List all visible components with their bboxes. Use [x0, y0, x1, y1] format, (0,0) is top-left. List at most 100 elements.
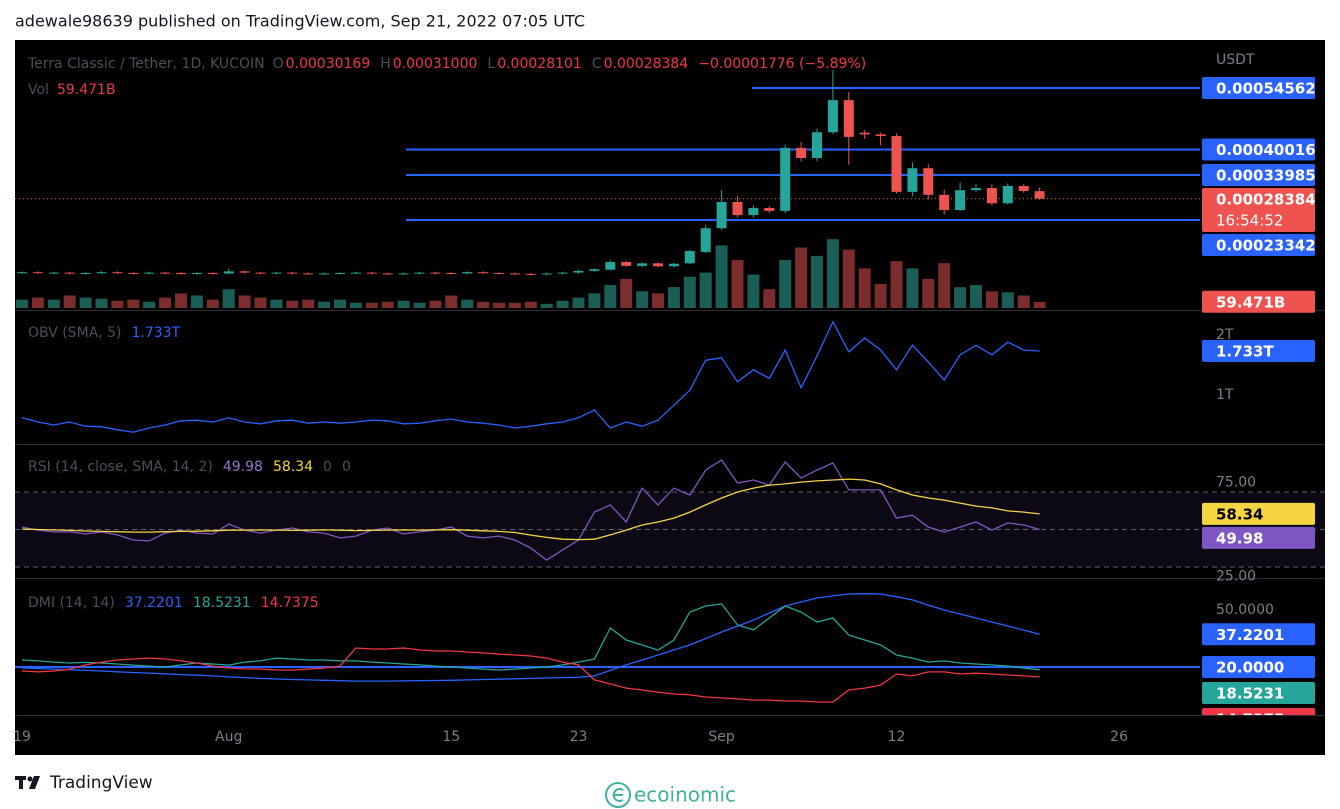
publish-header: adewale98639 published on TradingView.co…	[15, 12, 585, 31]
dmi-last-box	[1202, 623, 1315, 646]
last-price-label: 0.00028384	[1216, 191, 1316, 209]
chart-background	[15, 40, 1325, 755]
candle-body	[1034, 191, 1045, 199]
x-tick-label: Aug	[215, 729, 242, 745]
dmi-last-box	[1202, 656, 1315, 679]
obv-last-label: 1.733T	[1216, 343, 1274, 361]
price-level-label: 0.00040016	[1216, 141, 1316, 159]
candle-body	[891, 136, 902, 192]
volume-bar	[222, 289, 235, 308]
rsi-legend-extra: 0	[342, 459, 351, 475]
last-price-box	[1202, 188, 1315, 233]
volume-bar	[540, 303, 553, 308]
price-level-label-group: 0.00040016	[1202, 138, 1316, 161]
dmi-labels: 37.2201 20.0000 18.5231 14.7375	[1202, 623, 1315, 715]
dmi-line	[21, 603, 1040, 671]
volume-label: 59.471B	[1216, 293, 1285, 311]
candle-body	[478, 272, 489, 274]
volume-bar	[381, 301, 394, 308]
obv-line	[21, 320, 1040, 433]
volume-bar	[811, 255, 823, 308]
ohlc-letter: O	[273, 56, 284, 72]
logo-part	[19, 776, 23, 789]
volume-bar	[572, 297, 585, 308]
candle-body	[986, 188, 997, 204]
volume-bar	[604, 285, 617, 308]
volume-bar	[238, 295, 251, 308]
volume-bar	[95, 298, 108, 308]
volume-bar	[445, 295, 458, 308]
candle-body	[430, 272, 441, 274]
x-tick-label: 23	[570, 729, 588, 745]
vol-label: Vol	[28, 82, 49, 98]
volume-bar	[270, 299, 283, 308]
candle-body	[176, 273, 186, 275]
volume-bar	[620, 278, 633, 308]
candle-body	[875, 134, 886, 137]
volume-bar	[842, 249, 855, 308]
rsi-legend-name: RSI (14, close, SMA, 14, 2)	[28, 459, 213, 475]
candle-body	[128, 273, 139, 275]
volume-bar	[429, 300, 442, 308]
volume-bar	[254, 297, 267, 308]
candle-body	[764, 207, 775, 211]
candle-body	[621, 262, 632, 266]
dmi-legend-value: 37.2201	[125, 595, 183, 611]
candle-body	[509, 273, 520, 275]
price-level-label-box	[1202, 138, 1315, 161]
candle-body	[398, 273, 409, 275]
volume-bar	[349, 302, 362, 308]
volume-bar	[159, 297, 172, 308]
ohlc-letter: H	[380, 56, 391, 72]
rsi-band	[15, 492, 1325, 567]
obv-legend-name: OBV (SMA, 5)	[28, 325, 122, 341]
candle-body	[939, 194, 950, 211]
candle-body	[191, 273, 202, 275]
candle-body	[637, 263, 648, 266]
candle-body	[462, 272, 473, 274]
candle-body	[827, 100, 838, 133]
logo-part	[29, 776, 40, 789]
rsi-legend-extra: 0	[323, 459, 332, 475]
dmi-legend-name: DMI (14, 14)	[28, 595, 115, 611]
volume-bar	[1017, 295, 1030, 308]
volume-bar	[508, 302, 521, 308]
candle-body	[335, 273, 345, 275]
dmi-line	[21, 593, 1040, 682]
volume-bar	[985, 291, 998, 308]
volume-bar	[397, 300, 410, 308]
candle-body	[350, 272, 361, 274]
candle-body	[748, 207, 759, 216]
volume-bar	[747, 274, 760, 308]
x-tick-label: 12	[888, 729, 906, 745]
watermark: ecoinomic	[634, 783, 736, 807]
volume-bar	[699, 272, 712, 308]
dmi-legend-value: 14.7375	[261, 595, 319, 611]
x-tick-label: 26	[1110, 729, 1128, 745]
candle-body	[684, 251, 695, 264]
volume-bar	[302, 299, 315, 308]
rsi-sma-last-label-group: 58.34	[1202, 502, 1315, 525]
watermark-icon	[605, 782, 631, 808]
rsi-sma-last-label: 58.34	[1216, 505, 1263, 523]
candle-body	[48, 272, 59, 274]
candle-body	[1002, 185, 1013, 204]
volume-bar	[795, 247, 808, 308]
volume-bar	[763, 289, 776, 308]
candle-body	[144, 272, 155, 274]
volume-bar	[334, 299, 346, 308]
candle-body	[573, 270, 584, 273]
volume-bar	[1033, 301, 1046, 308]
obv-legend-value: 1.733T	[132, 325, 181, 341]
candle-body	[303, 273, 314, 275]
ohlc-value: 0.00028101	[497, 56, 582, 72]
dmi-last-label: 18.5231	[1216, 685, 1284, 703]
candle-body	[653, 263, 663, 267]
volume-bar	[636, 291, 649, 308]
candle-body	[32, 272, 43, 274]
volume-bar	[667, 287, 680, 308]
dmi-last-box	[1202, 682, 1315, 705]
volume-bar	[477, 301, 490, 308]
rsi-tick-label: 75.00	[1216, 475, 1256, 491]
